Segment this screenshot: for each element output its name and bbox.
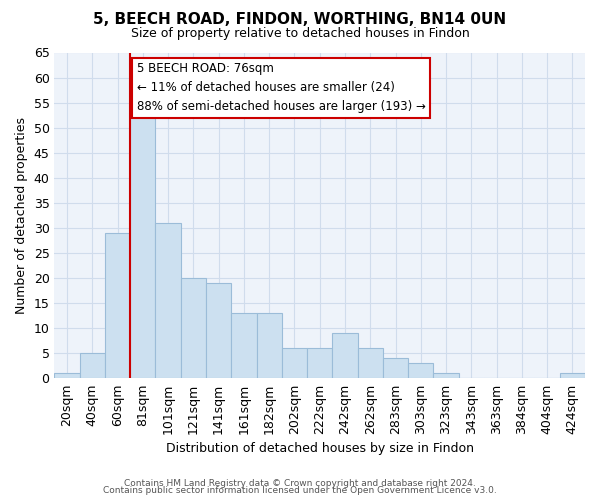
Bar (332, 334, 358, 378)
X-axis label: Distribution of detached houses by size in Findon: Distribution of detached houses by size … (166, 442, 474, 455)
Text: Size of property relative to detached houses in Findon: Size of property relative to detached ho… (131, 28, 469, 40)
Bar (206, 283, 231, 378)
Y-axis label: Number of detached properties: Number of detached properties (15, 117, 28, 314)
Bar (383, 358, 408, 378)
Bar (231, 313, 257, 378)
Bar (80, 354, 105, 378)
Bar (155, 223, 181, 378)
Bar (433, 374, 458, 378)
Text: Contains public sector information licensed under the Open Government Licence v3: Contains public sector information licen… (103, 486, 497, 495)
Bar (358, 348, 383, 378)
Bar (130, 108, 155, 378)
Bar (560, 374, 585, 378)
Bar (282, 348, 307, 378)
Bar (181, 278, 206, 378)
Bar (307, 348, 332, 378)
Text: Contains HM Land Registry data © Crown copyright and database right 2024.: Contains HM Land Registry data © Crown c… (124, 478, 476, 488)
Bar (105, 233, 130, 378)
Bar (55, 374, 80, 378)
Bar (257, 313, 282, 378)
Text: 5 BEECH ROAD: 76sqm
← 11% of detached houses are smaller (24)
88% of semi-detach: 5 BEECH ROAD: 76sqm ← 11% of detached ho… (137, 62, 425, 114)
Bar (408, 364, 433, 378)
Text: 5, BEECH ROAD, FINDON, WORTHING, BN14 0UN: 5, BEECH ROAD, FINDON, WORTHING, BN14 0U… (94, 12, 506, 28)
